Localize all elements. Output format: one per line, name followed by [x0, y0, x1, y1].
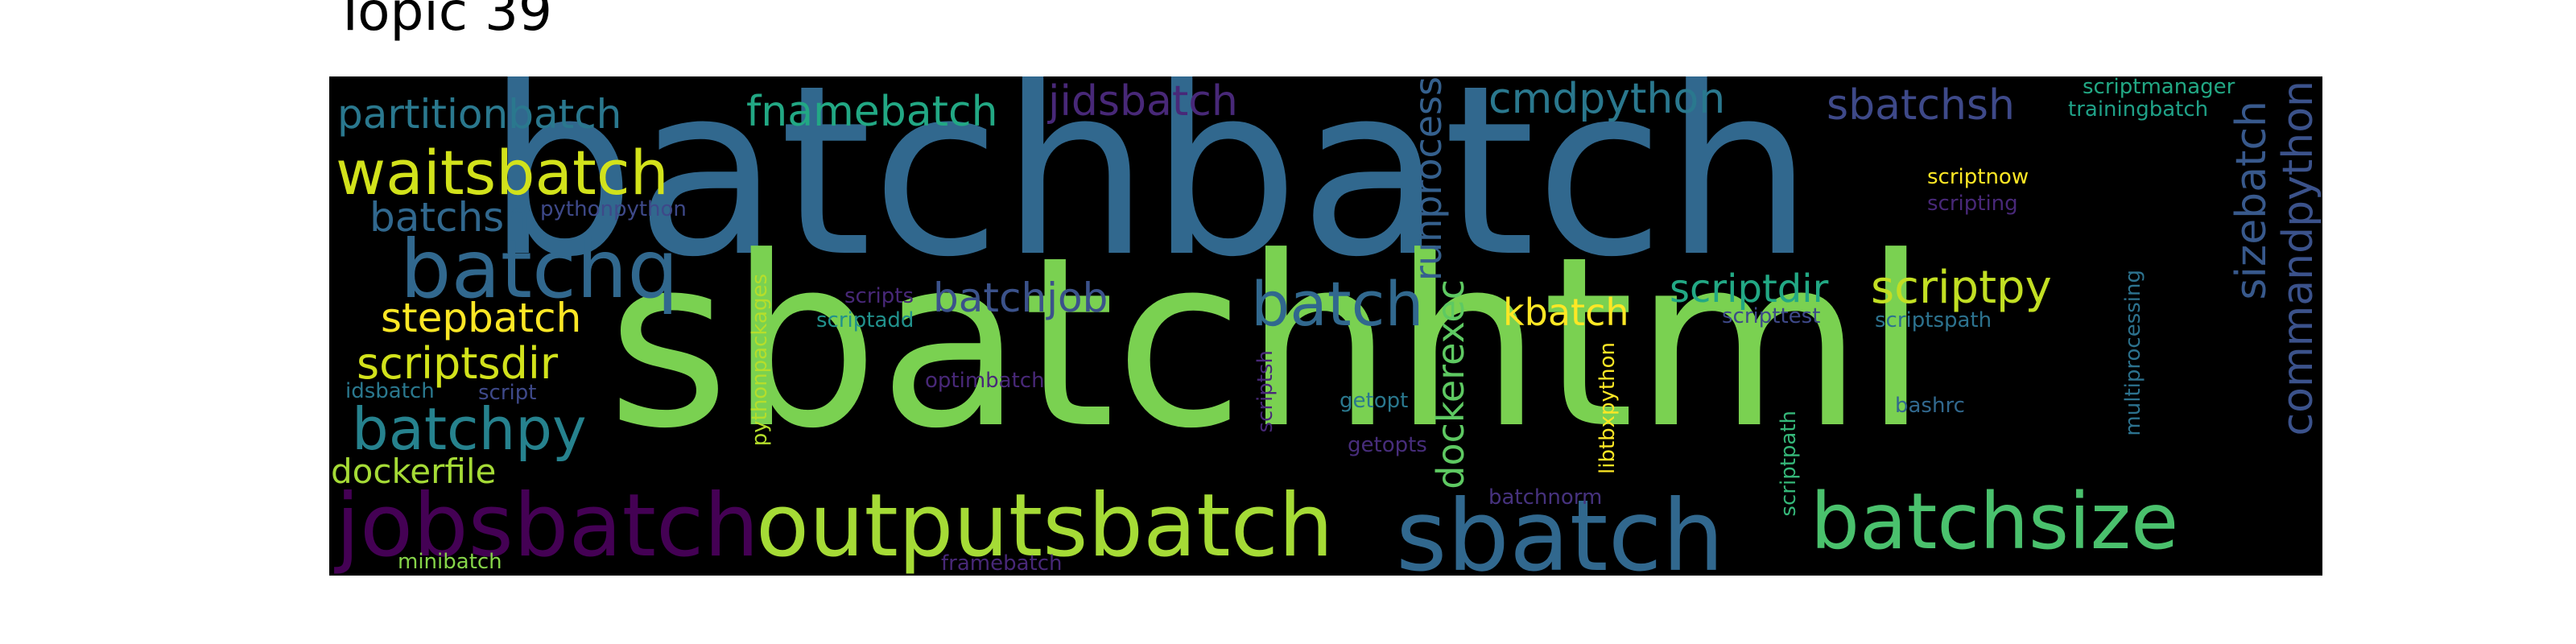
word-outputsbatch: outputsbatch: [756, 476, 1334, 576]
word-scriptdir: scriptdir: [1670, 266, 1829, 312]
word-scriptsh: scriptsh: [1253, 350, 1278, 433]
word-runprocess: runprocess: [1406, 76, 1450, 281]
word-libtbxpython: libtbxpython: [1596, 342, 1620, 474]
word-dockerexec: dockerexec: [1429, 279, 1472, 489]
word-getopts: getopts: [1348, 433, 1427, 457]
word-commandpython: commandpython: [2274, 80, 2322, 436]
word-scriptmanager: scriptmanager: [2083, 76, 2235, 99]
word-multiprocessing: multiprocessing: [2121, 270, 2145, 436]
word-jobsbatch: jobsbatch: [336, 476, 759, 576]
word-batchjob: batchjob: [933, 275, 1108, 321]
word-batchsh: batchsh: [369, 194, 530, 241]
word-jidsbatch: jidsbatch: [1048, 77, 1238, 126]
word-trainingbatch: trainingbatch: [2068, 97, 2209, 122]
word-framebatch: framebatch: [941, 551, 1063, 576]
word-kbatch: kbatch: [1503, 291, 1629, 334]
word-scripttest: scripttest: [1722, 304, 1821, 328]
word-batch: batch: [1251, 268, 1424, 340]
word-scriptadd: scriptadd: [816, 308, 914, 332]
word-scriptpy: scriptpy: [1871, 262, 2052, 314]
word-cloud: batchbatch sbatchhtml outputsbatch jobsb…: [329, 76, 2322, 576]
word-cmdpython: cmdpython: [1488, 76, 1726, 123]
word-sbatchhtml: sbatchhtml: [607, 206, 1929, 480]
word-bashrc: bashrc: [1895, 394, 1965, 418]
word-batchsize: batchsize: [1810, 477, 2179, 567]
word-batchq: batchq: [400, 222, 679, 316]
word-scripting: scripting: [1927, 192, 2018, 216]
word-getopt: getopt: [1340, 389, 1409, 413]
word-scriptpath: scriptpath: [1777, 411, 1801, 517]
word-batchbatch: batchbatch: [486, 76, 1814, 308]
word-pythonpackages: pythonpackages: [748, 274, 772, 447]
word-scripts: scripts: [844, 284, 914, 308]
word-sbatch: sbatch: [1396, 479, 1724, 576]
word-partitionbatch: partitionbatch: [337, 91, 622, 138]
word-scriptnow: scriptnow: [1927, 165, 2029, 189]
word-dockerfile: dockerfile: [331, 452, 497, 491]
word-waitsbatch: waitsbatch: [336, 137, 669, 208]
figure-title: Topic 39: [334, 0, 552, 43]
word-scriptsdir: scriptsdir: [357, 338, 559, 389]
word-minibatch: minibatch: [398, 550, 502, 574]
word-optimbatch: optimbatch: [925, 369, 1045, 393]
word-pythonpython: pythonpython: [540, 197, 687, 221]
word-batchpy: batchpy: [352, 395, 587, 463]
word-fnamebatch: fnamebatch: [746, 88, 998, 136]
word-stepbatch: stepbatch: [381, 295, 582, 341]
word-script: script: [478, 381, 537, 405]
word-sizebatch: sizebatch: [2227, 101, 2276, 300]
word-idsbatch: idsbatch: [345, 379, 435, 403]
word-sbatchsh: sbatchsh: [1827, 81, 2015, 130]
word-batchnorm: batchnorm: [1488, 485, 1603, 510]
word-scriptspath: scriptspath: [1875, 308, 1992, 332]
